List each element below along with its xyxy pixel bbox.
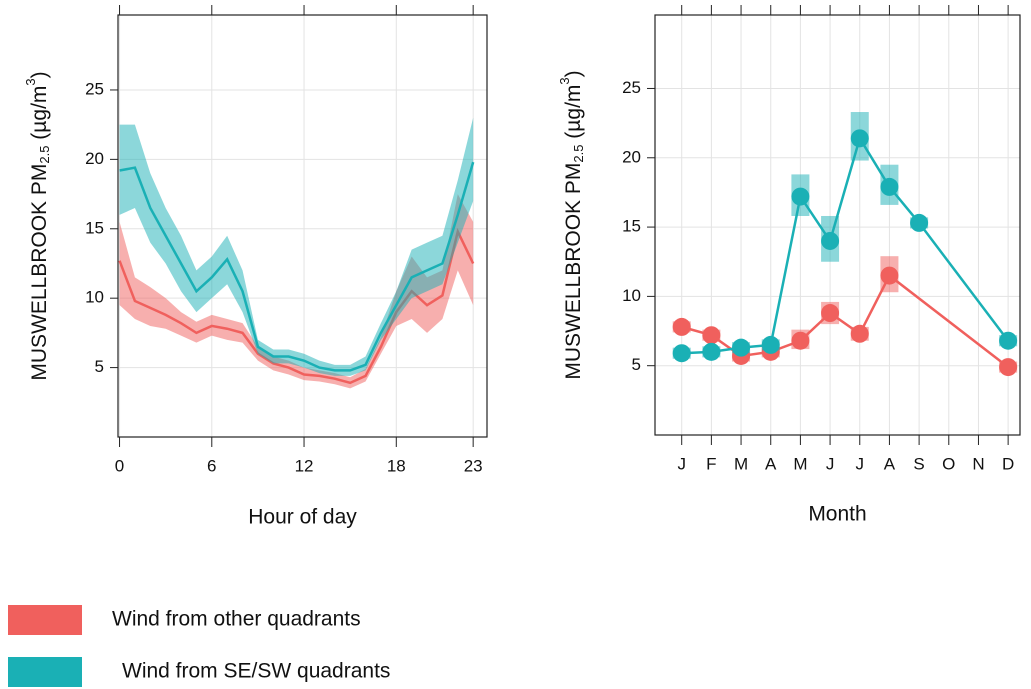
x-tick-label: M — [793, 454, 807, 473]
y-label-part: 3 — [23, 78, 38, 85]
x-tick-label: J — [856, 454, 865, 473]
marker — [672, 317, 691, 336]
marker — [850, 129, 869, 148]
x-tick-label: 12 — [295, 456, 314, 475]
y-tick-label: 10 — [85, 288, 104, 307]
y-tick-label: 15 — [622, 217, 641, 236]
plot-frame — [117, 14, 488, 438]
line — [681, 273, 1009, 369]
legend-label: Wind from SE/SW quadrants — [122, 660, 390, 683]
legend-label: Wind from other quadrants — [112, 608, 361, 631]
x-axis-label: Month — [808, 503, 866, 526]
legend-swatch — [8, 657, 82, 687]
marker — [702, 342, 721, 361]
line — [119, 161, 475, 372]
marker — [880, 266, 899, 285]
chart: 0 6 12 18 23 5 10 15 20 25 Hour of day MUSWELLBROOK… — [8, 5, 488, 687]
marker — [821, 304, 840, 323]
y-tick-label: 10 — [622, 286, 641, 305]
marker — [999, 358, 1018, 377]
x-tick-label: 6 — [207, 456, 216, 475]
y-label-part: (µg/m — [28, 86, 51, 146]
x-tick-label: O — [942, 454, 955, 473]
y-label-part: 2.5 — [37, 146, 52, 164]
marker — [791, 187, 810, 206]
marker — [880, 177, 899, 196]
marker — [761, 335, 780, 354]
line — [681, 135, 1010, 355]
x-tick-label: A — [765, 454, 777, 473]
x-tick-label: 18 — [387, 456, 406, 475]
y-tick-label: 15 — [85, 218, 104, 237]
x-tick-label: J — [826, 454, 835, 473]
x-tick-label: A — [884, 454, 896, 473]
x-tick-label: 23 — [464, 456, 483, 475]
x-tick-label: J — [677, 454, 686, 473]
marker — [910, 213, 929, 232]
y-label-part: 3 — [557, 77, 572, 84]
y-label-part: ) — [562, 70, 585, 77]
marker — [702, 326, 721, 345]
y-axis-label: MUSWELLBROOK PM2.5 (µg/m3) — [23, 71, 52, 380]
y-tick-label: 5 — [95, 357, 104, 376]
x-tick-label: M — [734, 454, 748, 473]
marker — [732, 338, 751, 357]
marker — [821, 231, 840, 250]
y-tick-label: 25 — [85, 79, 104, 98]
marker — [672, 344, 691, 363]
marker — [999, 331, 1018, 350]
marker — [850, 324, 869, 343]
marker — [791, 331, 810, 350]
plot-frame — [654, 14, 1021, 436]
x-tick-label: F — [706, 454, 716, 473]
y-label-part: 2.5 — [571, 145, 586, 163]
y-label-part: MUSWELLBROOK PM — [28, 164, 51, 381]
legend-swatch — [8, 605, 82, 635]
x-tick-label: S — [913, 454, 924, 473]
y-tick-label: 25 — [622, 78, 641, 97]
y-label-part: MUSWELLBROOK PM — [562, 163, 585, 380]
y-tick-label: 5 — [632, 355, 641, 374]
x-tick-label: 0 — [115, 456, 124, 475]
y-label-part: (µg/m — [562, 85, 585, 145]
y-tick-label: 20 — [622, 147, 641, 166]
x-tick-label: D — [1002, 454, 1014, 473]
y-axis-label: MUSWELLBROOK PM2.5 (µg/m3) — [557, 70, 586, 379]
y-label-part: ) — [28, 71, 51, 78]
x-tick-label: N — [972, 454, 984, 473]
x-axis-label: Hour of day — [248, 506, 357, 529]
y-tick-label: 20 — [85, 149, 104, 168]
